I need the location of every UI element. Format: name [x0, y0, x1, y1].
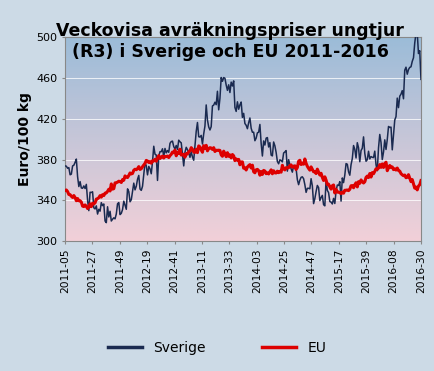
Legend: Sverige, EU: Sverige, EU	[102, 335, 332, 360]
Y-axis label: Euro/100 kg: Euro/100 kg	[18, 92, 32, 186]
Text: Veckovisa avräkningspriser ungtjur
(R3) i Sverige och EU 2011-2016: Veckovisa avräkningspriser ungtjur (R3) …	[56, 22, 404, 61]
